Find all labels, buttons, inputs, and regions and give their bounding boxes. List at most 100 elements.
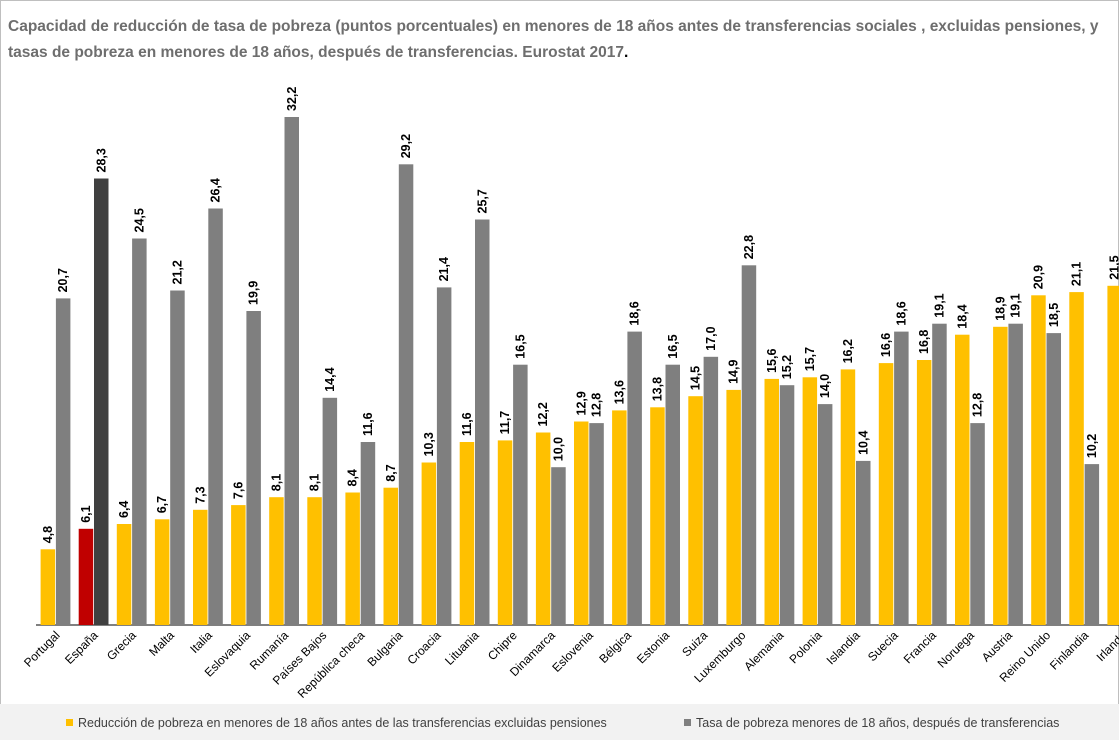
bar-rate-paises-bajos: [322, 397, 338, 625]
bar-rate-espana: [94, 178, 109, 625]
bar-chart: 4,8 20,7 6,1 28,3 6,4 24,5 6,7 21,2 7,3 26,4 7,6 19…: [21, 87, 1119, 701]
category-label-lituania: Lituania: [442, 628, 482, 668]
value-label-rate-suiza: 17,0: [704, 326, 718, 350]
value-label-reduction-portugal: 4,8: [41, 526, 55, 543]
category-label-portugal: Portugal: [21, 628, 63, 670]
value-label-reduction-republica-checa: 8,4: [346, 469, 360, 486]
bar-reduction-republica-checa: [345, 492, 360, 625]
value-label-rate-luxemburgo: 22,8: [742, 235, 756, 259]
value-label-rate-bulgaria: 29,2: [399, 134, 413, 158]
value-label-reduction-suiza: 14,5: [689, 366, 703, 390]
value-label-rate-reino-unido: 18,5: [1047, 303, 1061, 327]
bar-rate-reino-unido: [1046, 333, 1061, 625]
value-label-rate-francia: 19,1: [933, 293, 947, 317]
bar-rate-grecia: [132, 238, 147, 625]
value-label-rate-alemania: 15,2: [780, 355, 794, 379]
bars-layer: [40, 117, 1119, 626]
category-label-republica-checa: República checa: [295, 628, 368, 701]
value-label-reduction-rumania: 8,1: [270, 474, 284, 491]
category-label-alemania: Alemania: [741, 628, 787, 674]
value-label-reduction-luxemburgo: 14,9: [727, 360, 741, 384]
category-labels-layer: Portugal España Grecia Malta ItaliaEslovaqui…: [21, 628, 1119, 701]
value-label-rate-rumania: 32,2: [285, 87, 299, 111]
bar-rate-islandia: [856, 460, 871, 625]
category-label-malta: Malta: [146, 628, 177, 659]
category-label-bulgaria: Bulgaria: [364, 628, 405, 669]
value-label-reduction-eslovenia: 12,9: [574, 391, 588, 415]
value-label-reduction-italia: 7,3: [193, 486, 207, 503]
value-label-rate-republica-checa: 11,6: [361, 412, 375, 436]
category-label-espana: España: [62, 628, 101, 667]
legend-swatch-rate: [684, 719, 691, 726]
bar-reduction-alemania: [764, 378, 779, 625]
bar-rate-malta: [170, 290, 185, 625]
value-label-rate-finlandia: 10,2: [1085, 434, 1099, 458]
bar-reduction-irlanda: [1107, 285, 1119, 625]
value-label-reduction-polonia: 15,7: [803, 347, 817, 371]
value-label-reduction-malta: 6,7: [155, 496, 169, 513]
bar-reduction-austria: [993, 326, 1008, 625]
category-label-chipre: Chipre: [485, 628, 520, 663]
bar-reduction-chipre: [497, 440, 513, 625]
bar-rate-alemania: [779, 385, 795, 625]
value-label-rate-suecia: 18,6: [894, 301, 908, 325]
legend: Reducción de pobreza en menores de 18 añ…: [0, 704, 1119, 740]
value-label-reduction-irlanda: 21,5: [1108, 255, 1119, 279]
bar-rate-belgica: [627, 331, 642, 625]
value-label-reduction-francia: 16,8: [917, 330, 931, 354]
bar-rate-portugal: [55, 298, 71, 625]
bar-rate-republica-checa: [360, 442, 376, 625]
bar-rate-suiza: [703, 356, 719, 625]
bar-rate-bulgaria: [398, 164, 414, 626]
value-label-reduction-noruega: 18,4: [955, 304, 969, 328]
bar-rate-francia: [932, 323, 947, 625]
value-label-rate-dinamarca: 10,0: [551, 437, 565, 461]
bar-reduction-espana: [78, 528, 94, 625]
value-label-reduction-dinamarca: 12,2: [536, 402, 550, 426]
value-label-reduction-austria: 18,9: [993, 296, 1007, 320]
value-label-reduction-islandia: 16,2: [841, 339, 855, 363]
bar-reduction-finlandia: [1069, 292, 1084, 625]
chart-title-end: .: [623, 44, 629, 61]
value-label-reduction-chipre: 11,7: [498, 411, 512, 435]
chart-title-text: Capacidad de reducción de tasa de pobrez…: [8, 18, 1099, 61]
value-label-rate-croacia: 21,4: [437, 257, 451, 281]
bar-rate-finlandia: [1084, 464, 1100, 625]
value-label-reduction-estonia: 13,8: [651, 377, 665, 401]
bar-reduction-eslovaquia: [231, 505, 246, 625]
value-label-reduction-espana: 6,1: [79, 505, 93, 522]
category-label-noruega: Noruega: [935, 628, 978, 671]
bar-rate-suecia: [894, 331, 909, 625]
bar-reduction-grecia: [116, 524, 132, 625]
value-label-reduction-bulgaria: 8,7: [384, 464, 398, 481]
value-label-rate-portugal: 20,7: [56, 268, 70, 292]
bar-rate-luxemburgo: [741, 265, 757, 625]
legend-label-reduction: Reducción de pobreza en menores de 18 añ…: [78, 716, 607, 730]
value-label-rate-espana: 28,3: [94, 148, 108, 172]
value-label-rate-lituania: 25,7: [475, 189, 489, 213]
category-label-eslovenia: Eslovenia: [549, 628, 596, 675]
bar-rate-chipre: [513, 364, 528, 625]
value-label-reduction-belgica: 13,6: [612, 380, 626, 404]
value-label-reduction-eslovaquia: 7,6: [231, 482, 245, 499]
bar-reduction-estonia: [650, 407, 665, 625]
legend-swatch-reduction: [66, 719, 73, 726]
value-label-rate-estonia: 16,5: [666, 334, 680, 358]
bar-reduction-luxemburgo: [726, 389, 741, 625]
bar-reduction-portugal: [40, 549, 56, 625]
bar-rate-eslovaquia: [246, 311, 261, 625]
category-label-suiza: Suiza: [679, 628, 710, 659]
value-label-reduction-reino-unido: 20,9: [1031, 265, 1045, 289]
category-label-islandia: Islandia: [824, 628, 863, 667]
bar-rate-noruega: [970, 423, 985, 625]
category-label-italia: Italia: [187, 628, 215, 656]
bar-reduction-rumania: [269, 497, 284, 625]
legend-item-rate: Tasa de pobreza menores de 18 años, desp…: [684, 716, 1059, 730]
bar-reduction-polonia: [802, 377, 818, 625]
value-label-reduction-suecia: 16,6: [879, 333, 893, 357]
value-label-rate-islandia: 10,4: [856, 431, 870, 455]
value-label-rate-eslovaquia: 19,9: [247, 281, 261, 305]
bar-rate-lituania: [475, 219, 490, 625]
bar-reduction-noruega: [955, 334, 970, 625]
value-label-rate-noruega: 12,8: [971, 393, 985, 417]
